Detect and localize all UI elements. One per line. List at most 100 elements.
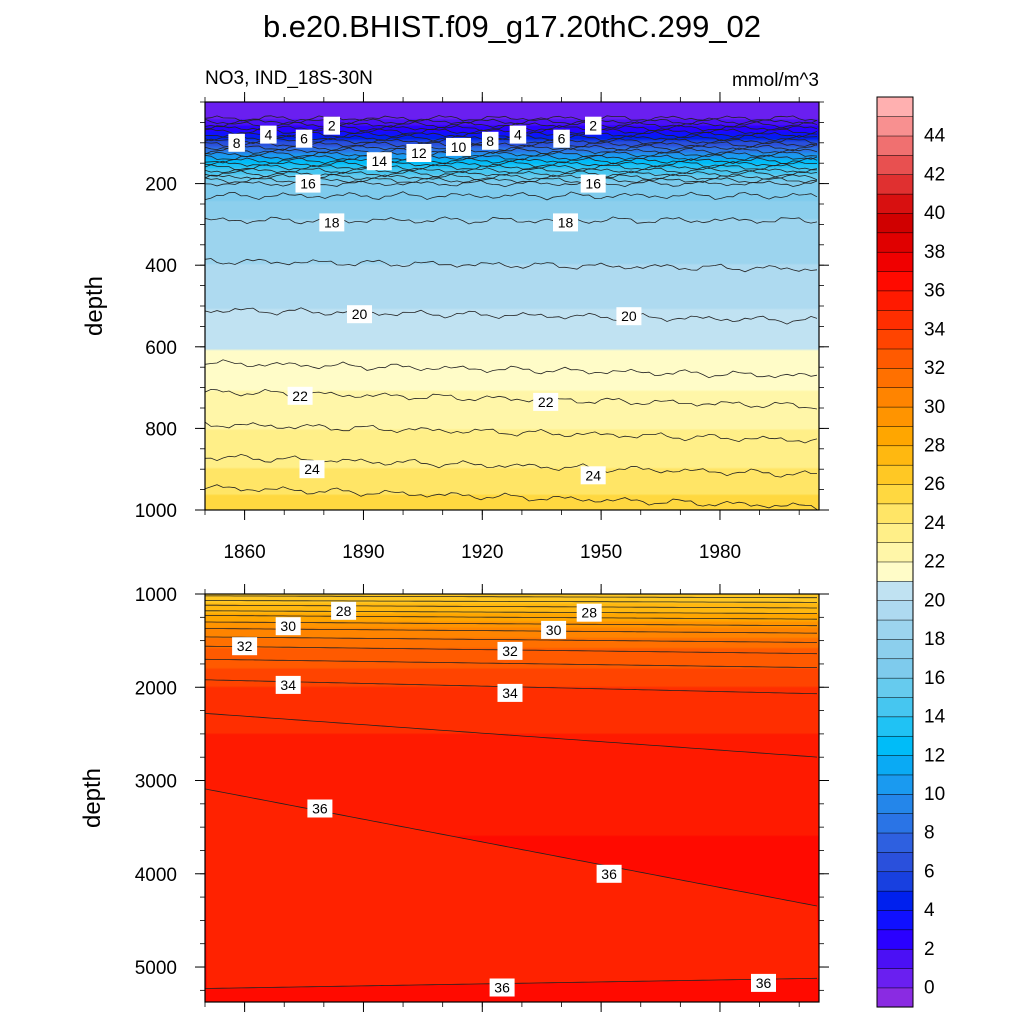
x-tick-label: 1950 — [580, 542, 622, 563]
lower-contour-lines — [205, 595, 819, 989]
lower-contour-line — [205, 604, 817, 609]
colorbar-swatch — [876, 561, 914, 582]
colorbar-tick-label: 0 — [924, 978, 935, 999]
colorbar-tick-label: 6 — [924, 862, 935, 883]
upper-contour-line — [205, 453, 818, 478]
contour-label: 18 — [319, 213, 345, 232]
colorbar-swatch — [876, 193, 914, 214]
upper-axis-ticks: 1860 1890 1920 1950 1980 200 400 600 800 1000 — [135, 92, 829, 563]
lower-contour-line — [205, 610, 818, 614]
svg-text:32: 32 — [502, 643, 518, 659]
x-tick-label: 1860 — [223, 542, 265, 563]
svg-text:14: 14 — [372, 153, 388, 169]
colorbar-swatch — [876, 212, 914, 234]
svg-text:36: 36 — [601, 866, 617, 882]
svg-text:6: 6 — [558, 131, 566, 147]
y-tick-label: 3000 — [135, 772, 177, 793]
colorbar-swatch — [876, 600, 914, 621]
colorbar-swatch — [876, 735, 914, 756]
contour-label: 30 — [541, 620, 567, 639]
lower-contour-line — [205, 628, 818, 634]
contour-label: 34 — [497, 683, 523, 702]
y-tick-label: 800 — [145, 419, 177, 440]
upper-contour-line — [205, 216, 818, 225]
colorbar-tick-label: 16 — [924, 668, 945, 689]
svg-text:24: 24 — [304, 461, 320, 477]
contour-label: 6 — [295, 129, 313, 148]
colorbar-tick-label: 2 — [924, 939, 935, 960]
svg-text:28: 28 — [336, 603, 352, 619]
y-tick-label: 600 — [145, 338, 177, 359]
colorbar-swatch — [876, 619, 914, 640]
svg-text:6: 6 — [300, 131, 308, 147]
y-tick-label: 4000 — [135, 865, 177, 886]
lower-contour-line — [205, 595, 817, 599]
colorbar-tick-label: 14 — [924, 707, 946, 728]
colorbar-swatch — [876, 309, 914, 330]
contour-label: 20 — [347, 305, 372, 324]
svg-text:8: 8 — [486, 133, 494, 149]
colorbar-swatch — [876, 116, 914, 137]
colorbar-swatch — [876, 677, 914, 698]
svg-text:4: 4 — [265, 127, 273, 143]
colorbar-tick-label: 24 — [924, 513, 946, 534]
contour-label: 12 — [406, 144, 432, 162]
colorbar-swatch — [876, 290, 914, 311]
colorbar-swatch — [876, 580, 914, 601]
upper-contour-line — [205, 484, 818, 510]
contour-label: 4 — [260, 125, 277, 144]
contour-label: 36 — [751, 973, 776, 992]
colorbar-swatch — [876, 987, 914, 1008]
colorbar-swatch — [876, 658, 914, 679]
colorbar-tick-label: 38 — [924, 242, 945, 263]
colorbar-swatch — [876, 774, 914, 795]
x-tick-label: 1920 — [461, 542, 503, 563]
svg-text:34: 34 — [280, 677, 296, 693]
lower-plot-frame — [204, 593, 820, 1003]
svg-text:32: 32 — [237, 638, 253, 654]
svg-text:20: 20 — [352, 306, 368, 322]
lower-contour-line — [205, 600, 817, 603]
colorbar-swatch — [876, 329, 914, 350]
y-tick-label: 200 — [145, 175, 177, 196]
upper-contour-line — [205, 164, 818, 171]
variable-region-label: NO3, IND_18S-30N — [205, 68, 373, 89]
colorbar-tick-label: 10 — [924, 784, 945, 805]
svg-text:8: 8 — [233, 135, 241, 151]
svg-text:30: 30 — [546, 622, 562, 638]
upper-contour-line — [205, 118, 818, 125]
upper-y-axis-label: depth — [81, 276, 108, 336]
colorbar-swatch — [876, 832, 914, 853]
lower-panel: 28 28 30 30 32 32 34 34 36 36 36 36 1000 2000 3000 400… — [79, 584, 829, 1012]
contour-label: 2 — [585, 116, 602, 135]
colorbar-swatch — [876, 348, 914, 369]
x-tick-label: 1980 — [699, 542, 741, 563]
colorbar: 0246810121416182022242628303234363840424… — [876, 96, 946, 1008]
deep-water-region — [205, 788, 819, 989]
figure-title: b.e20.BHIST.f09_g17.20thC.299_02 — [263, 9, 761, 44]
x-tick-label: 1890 — [342, 542, 384, 563]
colorbar-swatch — [876, 174, 914, 195]
upper-contour-line — [205, 170, 818, 178]
upper-contour-line — [205, 160, 818, 168]
lower-contour-line — [205, 788, 818, 907]
colorbar-swatch — [876, 271, 914, 292]
svg-text:28: 28 — [581, 605, 597, 621]
units-label: mmol/m^3 — [732, 70, 819, 91]
colorbar-swatch — [876, 154, 914, 175]
lower-contour-line — [205, 658, 817, 668]
svg-text:22: 22 — [538, 394, 554, 410]
lower-contour-line — [205, 636, 818, 643]
colorbar-swatch — [876, 387, 914, 408]
lower-axis-ticks: 1000 2000 3000 4000 5000 — [135, 584, 829, 1012]
upper-contour-line — [205, 124, 818, 132]
colorbar-swatch — [876, 696, 914, 718]
y-tick-label: 5000 — [135, 958, 177, 979]
colorbar-swatch — [876, 251, 914, 272]
svg-text:18: 18 — [558, 214, 574, 230]
svg-text:36: 36 — [494, 980, 510, 996]
colorbar-swatch — [876, 813, 914, 834]
colorbar-tick-label: 32 — [924, 358, 945, 379]
upper-contour-line — [205, 359, 818, 379]
